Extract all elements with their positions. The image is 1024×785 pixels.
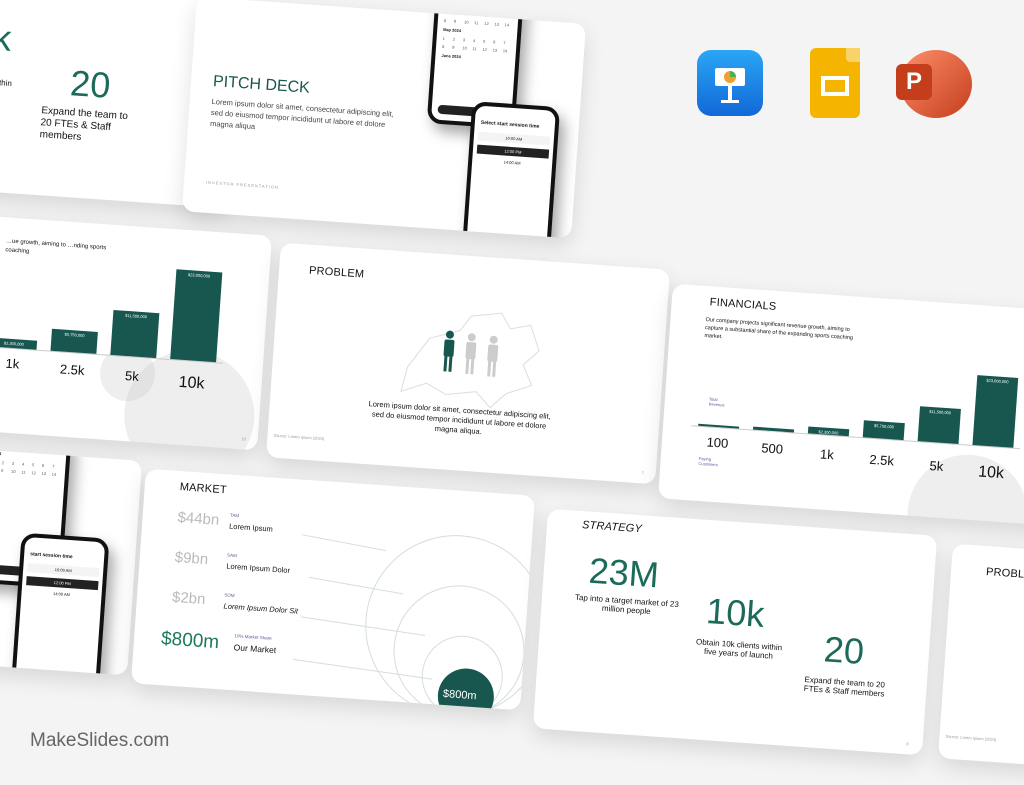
slide-problem[interactable]: PROBLEM Lorem ipsum dolor sit amet, cons… [265,242,671,485]
customer-count-label: 10k [977,463,1005,483]
market-value: $9bn [174,548,209,569]
page-number: 7 [641,470,644,476]
customer-count-label: 10k [178,373,206,393]
customer-count-label: 5k [124,367,140,384]
stat-value: 20 [822,628,866,672]
market-value: $2bn [171,588,206,609]
powerpoint-icon: P [896,50,972,118]
slide-title: PITCH DECK [212,73,311,97]
market-label: Lorem Ipsum Dolor [226,561,291,575]
market-value: $44bn [177,509,220,529]
market-tag: TAM [229,512,240,519]
stat-value: 10k [705,590,766,635]
phone-mockup-time: Select start session time 10:00 AM 12:00… [461,101,561,239]
bar-value-label: $2,300,000 [3,340,25,347]
stat-text: Expand the team to 20 FTEs & Staff membe… [803,674,886,699]
slide-title: STRATEGY [581,519,643,536]
bar-value-label: $5,750,000 [64,331,85,338]
slide-body: Lorem ipsum dolor sit amet, consectetur … [209,96,395,132]
map-outline-icon [400,312,540,409]
customer-count-label: 2.5k [868,451,895,469]
people-icon [443,330,499,377]
stat-text: Tap into a target market of 23 million p… [574,592,680,617]
customers-label: Paying Customers [698,455,718,468]
circle-value: $800m [442,687,477,703]
time-option: 10:00 AM [477,131,551,146]
customer-count-label: 100 [706,434,729,451]
stat-text: s within nch [0,77,13,89]
bar-value-label: $11,500,000 [124,312,148,320]
stat-value: 23M [587,549,661,596]
slide-title: PROBLEM [985,566,1024,582]
bar-chart: 100 $1,150,000 500 $2,300,000 1k $5,750,000 2.… [691,355,1024,482]
slide-title: FINANCIALS [709,296,777,313]
customer-count-label: 2.5k [59,361,85,379]
revenue-bar: $11,500,000 [917,406,962,444]
revenue-bar: $11,500,000 [110,309,160,359]
our-market-circle [437,668,494,711]
market-tag: SOM [224,592,235,599]
bar-value-label: $5,750,000 [873,422,895,429]
source-note: Source: Lorem Ipsum (2024) [945,733,997,743]
market-circles-diagram [292,534,534,711]
revenue-bar: $23,000,000 [972,375,1019,448]
stat-text: Expand the team to 20 FTEs & Staff membe… [39,105,129,143]
slide-problem-partial[interactable]: PROBLEM Source: Lorem Ipsum (2024) [937,543,1024,785]
revenue-bar: $5,750,000 [862,419,906,441]
page-number: 10 [241,436,246,442]
brand-watermark: MakeSlides.com [30,730,170,751]
slide-title: MARKET [179,481,228,497]
slide-financials[interactable]: FINANCIALS Our company projects signific… [657,283,1024,526]
revenue-bar: $2,300,000 [807,426,850,437]
bar-value-label: $2,300,000 [818,429,839,436]
market-tag: SAM [226,552,238,559]
revenue-bar: $23,000,000 [170,269,223,363]
market-label: Our Market [233,642,277,656]
slide-intro: Our company projects significant revenue… [704,317,854,342]
bar-value-label: $1,150,000 [763,428,784,436]
slide-title: PROBLEM [308,264,365,281]
stat-text: Obtain 10k clients within five years of … [695,637,783,661]
slide-strategy[interactable]: STRATEGY 23M Tap into a target market of… [532,508,938,756]
customer-count-label: 1k [819,446,835,463]
customer-count-label: 500 [760,440,784,457]
google-slides-icon [810,48,860,118]
time-option: 10:00 AM [26,563,100,578]
slide-financials-partial[interactable]: …ue growth, aiming to …nding sports coac… [0,208,273,451]
slide-footer: INVESTOR PRESENTATION [205,179,280,190]
customer-count-label: 5k [929,458,944,474]
revenue-bar: $1,150,000 [752,426,795,435]
revenue-bar [697,423,740,429]
revenue-bar: $5,750,000 [50,328,98,354]
phone-title: start session time [30,551,73,561]
keynote-icon [697,50,763,116]
market-label: Lorem Ipsum [228,521,274,534]
customer-count-label: 1k [5,355,20,372]
bar-value-label: $11,500,000 [929,408,952,416]
phone-mockup-time: start session time 10:00 AM 12:00 PM 14:… [10,532,110,676]
bar-value-label: $23,000,000 [986,377,1009,385]
bar-chart: $2,300,000 1k $5,750,000 2.5k $11,500,000 5k $… [0,256,230,392]
slide-pitch-deck[interactable]: PITCH DECK Lorem ipsum dolor sit amet, c… [181,0,587,239]
slide-market[interactable]: MARKET $44bn TAM Lorem Ipsum $9bn SAM Lo… [130,468,536,711]
source-note: Source: Lorem Ipsum (2024) [273,432,325,442]
slide-app-partial[interactable]: Select start session date 2024 123456789… [0,433,143,676]
phone-title: Select start session date [445,0,504,9]
revenue-bar: $2,300,000 [0,337,37,350]
phone-title: Select start session time [480,119,540,130]
market-value: $800m [160,628,220,654]
page-number: 8 [906,741,909,747]
stat-value: k [0,16,13,59]
bar-value-label: $23,000,000 [187,272,211,279]
bar-value-label [698,426,740,429]
stat-value: 20 [68,62,112,106]
